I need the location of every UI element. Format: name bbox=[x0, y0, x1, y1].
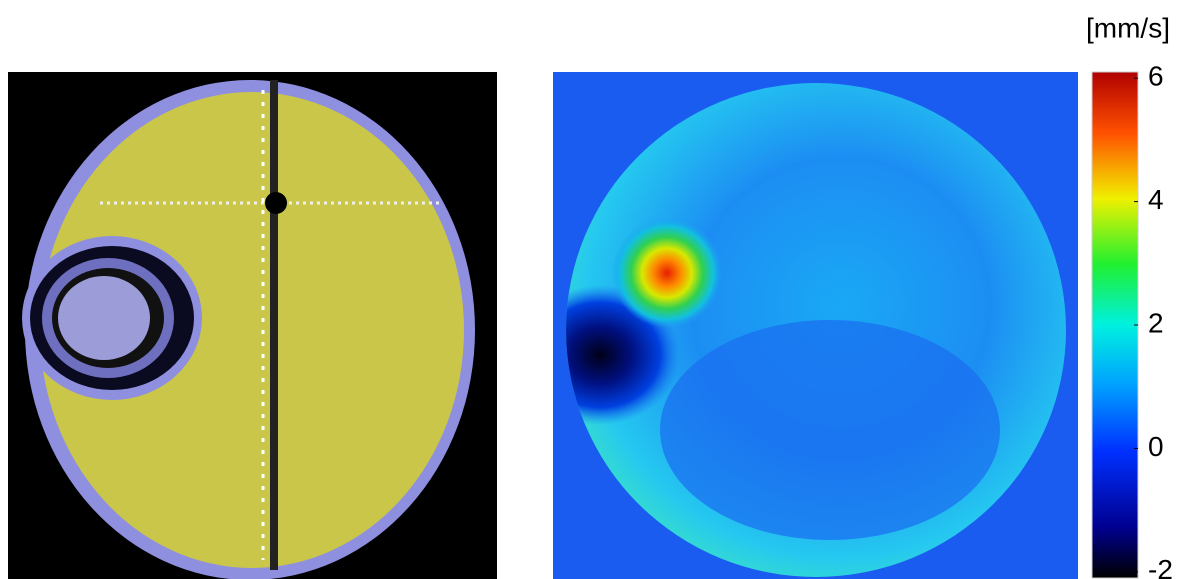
figure: [mm/s] -2 0 2 4 6 bbox=[0, 0, 1182, 579]
tick-label: 2 bbox=[1148, 307, 1164, 338]
mri-image bbox=[8, 72, 497, 579]
tick-label: -2 bbox=[1148, 554, 1173, 579]
velocity-map bbox=[520, 72, 1078, 579]
tick-label: 6 bbox=[1148, 61, 1164, 92]
colorbar bbox=[1092, 72, 1138, 578]
colorbar-ticks: -2 0 2 4 6 bbox=[1134, 61, 1173, 579]
tick-label: 4 bbox=[1148, 184, 1164, 215]
tick-label: 0 bbox=[1148, 431, 1164, 462]
colorbar-label: [mm/s] bbox=[1086, 12, 1170, 43]
